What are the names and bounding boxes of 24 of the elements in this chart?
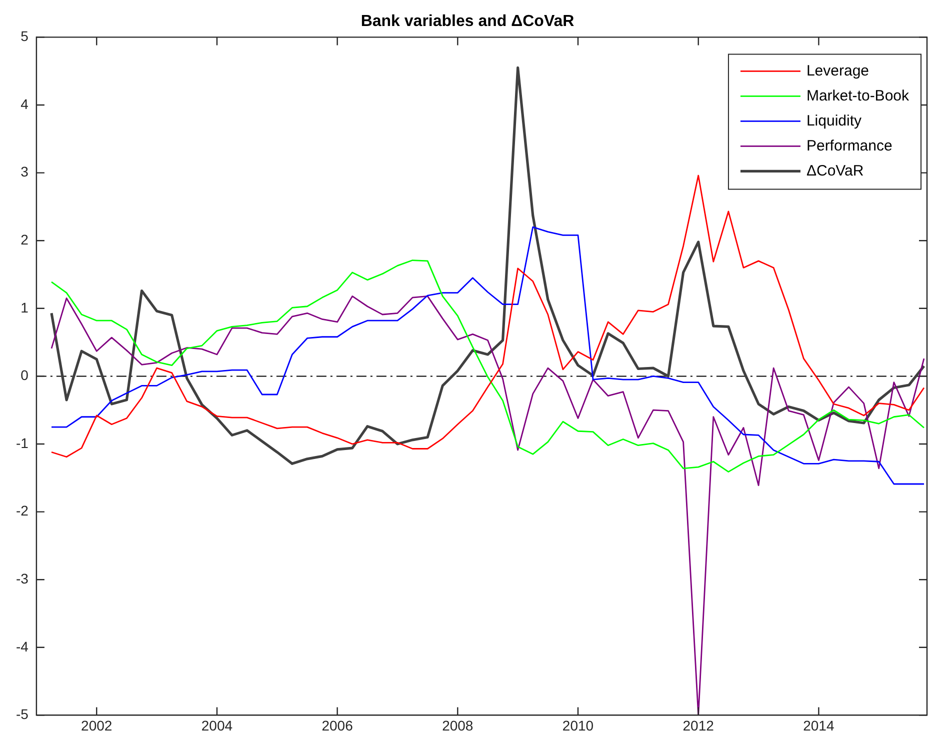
legend-label: Liquidity xyxy=(806,112,862,130)
y-tick-label: -2 xyxy=(16,502,29,519)
x-tick-label: 2014 xyxy=(803,717,834,734)
chart-title: Bank variables and ΔCoVaR xyxy=(360,13,575,30)
y-tick-label: -1 xyxy=(16,434,29,451)
y-tick-label: -4 xyxy=(16,638,29,654)
x-tick-label: 2012 xyxy=(682,717,714,734)
y-tick-label: 2 xyxy=(20,231,29,248)
x-tick-label: 2002 xyxy=(81,717,112,734)
y-tick-label: 0 xyxy=(20,367,29,384)
legend-label: ΔCoVaR xyxy=(806,162,864,180)
y-tick-label: -5 xyxy=(16,706,29,722)
y-tick-label: 3 xyxy=(20,164,29,180)
y-tick-label: 1 xyxy=(20,299,29,316)
y-tick-label: -3 xyxy=(16,570,29,586)
legend-label: Performance xyxy=(806,137,892,154)
y-tick-label: 4 xyxy=(20,96,29,112)
x-tick-label: 2006 xyxy=(322,717,354,734)
x-tick-label: 2010 xyxy=(562,717,594,734)
legend-label: Market-to-Book xyxy=(806,87,910,104)
x-tick-label: 2004 xyxy=(201,717,233,734)
x-tick-label: 2008 xyxy=(442,717,474,734)
legend-label: Leverage xyxy=(806,62,870,80)
y-tick-label: 5 xyxy=(20,28,29,44)
